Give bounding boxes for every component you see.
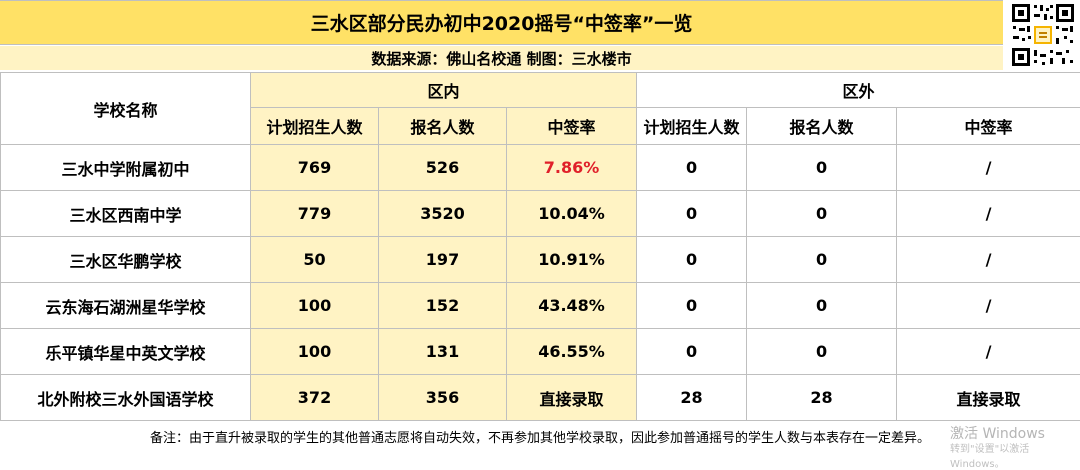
- header-row-group: 学校名称 区内 区外: [1, 73, 1080, 108]
- inside-applicants: 3520: [379, 191, 507, 237]
- outside-applicants: 0: [747, 191, 897, 237]
- header-outside-district: 区外: [637, 73, 1080, 108]
- table-row: 乐平镇华星中英文学校 100 131 46.55% 0 0 /: [1, 329, 1080, 375]
- outside-rate: /: [897, 191, 1080, 237]
- outside-plan: 0: [637, 145, 747, 191]
- outside-plan: 0: [637, 329, 747, 375]
- inside-plan: 779: [251, 191, 379, 237]
- page-title: 三水区部分民办初中2020摇号“中签率”一览: [0, 0, 1003, 45]
- windows-activation-hint: 转到"设置"以激活 Windows。: [950, 440, 1080, 470]
- inside-plan: 769: [251, 145, 379, 191]
- outside-applicants: 0: [747, 237, 897, 283]
- inside-rate: 直接录取: [507, 375, 637, 421]
- inside-plan: 100: [251, 283, 379, 329]
- inside-plan: 372: [251, 375, 379, 421]
- outside-applicants: 28: [747, 375, 897, 421]
- inside-plan: 100: [251, 329, 379, 375]
- inside-rate: 10.91%: [507, 237, 637, 283]
- outside-plan: 0: [637, 191, 747, 237]
- header-outside-plan: 计划招生人数: [637, 108, 747, 145]
- inside-rate: 46.55%: [507, 329, 637, 375]
- inside-rate: 43.48%: [507, 283, 637, 329]
- data-source-line: 数据来源：佛山名校通 制图：三水楼市: [0, 46, 1003, 70]
- outside-rate: 直接录取: [897, 375, 1080, 421]
- table-row: 三水中学附属初中 769 526 7.86% 0 0 /: [1, 145, 1080, 191]
- header-school-name: 学校名称: [1, 73, 251, 145]
- outside-applicants: 0: [747, 283, 897, 329]
- outside-applicants: 0: [747, 329, 897, 375]
- inside-applicants: 526: [379, 145, 507, 191]
- header-inside-district: 区内: [251, 73, 637, 108]
- table-row: 三水区华鹏学校 50 197 10.91% 0 0 /: [1, 237, 1080, 283]
- inside-plan: 50: [251, 237, 379, 283]
- school-name: 三水区西南中学: [1, 191, 251, 237]
- inside-applicants: 152: [379, 283, 507, 329]
- inside-rate: 10.04%: [507, 191, 637, 237]
- school-name: 三水区华鹏学校: [1, 237, 251, 283]
- header-outside-rate: 中签率: [897, 108, 1080, 145]
- outside-applicants: 0: [747, 145, 897, 191]
- table-row: 三水区西南中学 779 3520 10.04% 0 0 /: [1, 191, 1080, 237]
- outside-rate: /: [897, 283, 1080, 329]
- header-inside-applicants: 报名人数: [379, 108, 507, 145]
- inside-applicants: 131: [379, 329, 507, 375]
- outside-rate: /: [897, 237, 1080, 283]
- inside-rate: 7.86%: [507, 145, 637, 191]
- school-name: 乐平镇华星中英文学校: [1, 329, 251, 375]
- outside-plan: 0: [637, 237, 747, 283]
- qr-code-icon: [1010, 2, 1076, 68]
- school-name: 三水中学附属初中: [1, 145, 251, 191]
- outside-rate: /: [897, 145, 1080, 191]
- outside-plan: 0: [637, 283, 747, 329]
- table-row: 云东海石湖洲星华学校 100 152 43.48% 0 0 /: [1, 283, 1080, 329]
- table-row: 北外附校三水外国语学校 372 356 直接录取 28 28 直接录取: [1, 375, 1080, 421]
- footnote: 备注：由于直升被录取的学生的其他普通志愿将自动失效，不再参加其他学校录取，因此参…: [0, 428, 1080, 449]
- inside-applicants: 356: [379, 375, 507, 421]
- header-outside-applicants: 报名人数: [747, 108, 897, 145]
- outside-plan: 28: [637, 375, 747, 421]
- enrollment-table: 学校名称 区内 区外 计划招生人数 报名人数 中签率 计划招生人数 报名人数 中…: [0, 72, 1080, 421]
- header-inside-plan: 计划招生人数: [251, 108, 379, 145]
- inside-applicants: 197: [379, 237, 507, 283]
- header-inside-rate: 中签率: [507, 108, 637, 145]
- school-name: 云东海石湖洲星华学校: [1, 283, 251, 329]
- school-name: 北外附校三水外国语学校: [1, 375, 251, 421]
- outside-rate: /: [897, 329, 1080, 375]
